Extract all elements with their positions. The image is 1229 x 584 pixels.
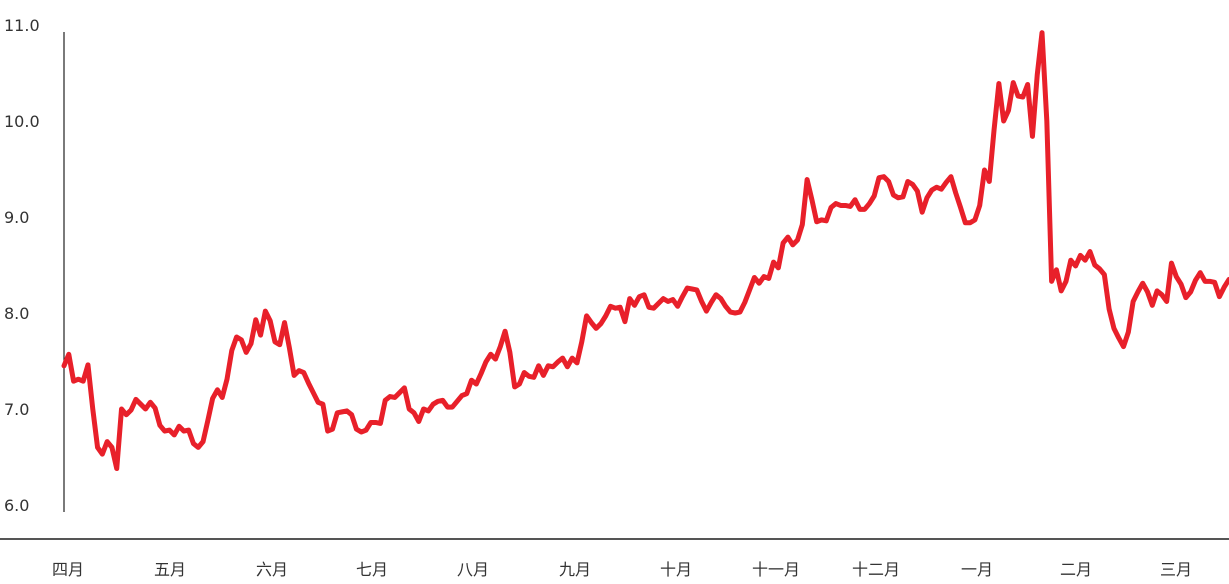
x-tick-label: 七月 (356, 560, 388, 579)
y-tick-label: 8.0 (4, 304, 29, 323)
x-tick-label: 九月 (559, 560, 591, 579)
x-tick-label: 二月 (1060, 560, 1092, 579)
y-tick-label: 6.0 (4, 496, 29, 515)
x-tick-label: 六月 (256, 560, 288, 579)
x-tick-label: 五月 (154, 560, 186, 579)
y-tick-label: 9.0 (4, 208, 29, 227)
x-tick-label: 三月 (1160, 560, 1192, 579)
y-tick-label: 11.0 (4, 16, 40, 35)
x-tick-label: 十二月 (852, 560, 900, 579)
y-tick-label: 7.0 (4, 400, 29, 419)
series-line (61, 30, 1229, 472)
y-axis: 6.0 7.0 8.0 9.0 10.0 11.0 (4, 16, 65, 515)
x-tick-label: 十一月 (752, 560, 800, 579)
y-tick-label: 10.0 (4, 112, 40, 131)
series-group (61, 30, 1229, 472)
x-tick-label: 四月 (52, 560, 84, 579)
x-tick-label: 一月 (961, 560, 993, 579)
x-tick-label: 十月 (660, 560, 692, 579)
x-tick-label: 八月 (457, 560, 489, 579)
x-axis: 四月 五月 六月 七月 八月 九月 十月 十一月 十二月 一月 二月 三月 (0, 538, 1229, 579)
